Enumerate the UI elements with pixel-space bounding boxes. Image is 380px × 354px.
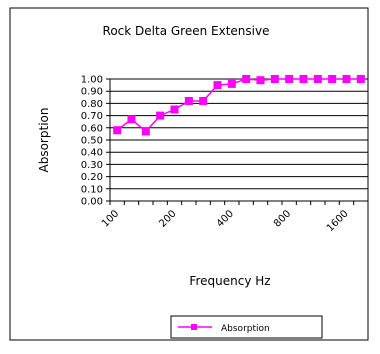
axes <box>109 79 369 205</box>
data-point <box>356 75 365 83</box>
y-tick-label: 0.30 <box>81 160 103 171</box>
data-point <box>213 81 222 90</box>
data-point <box>170 105 179 114</box>
legend: Absorption <box>170 315 323 339</box>
y-tick-label: 1.00 <box>81 75 103 86</box>
y-tick-label: 0.10 <box>81 184 103 195</box>
series-absorption <box>113 75 365 136</box>
outer-border <box>9 7 369 341</box>
data-point <box>141 127 150 136</box>
y-tick-label: 0.90 <box>81 87 103 98</box>
y-tick-label: 0.70 <box>81 111 103 122</box>
y-tick-labels: 0.00 0.100.200.300.400.50 0.600.700.800.90… <box>81 75 103 208</box>
data-point <box>113 126 122 135</box>
legend-marker <box>191 324 197 330</box>
data-point <box>299 75 308 83</box>
data-point <box>127 115 136 124</box>
data-point <box>184 96 193 105</box>
legend-box <box>170 315 323 339</box>
data-point <box>328 75 337 83</box>
data-point <box>270 75 279 83</box>
x-axis-label: Frequency Hz <box>189 274 270 288</box>
y-tick-label: 0.20 <box>81 172 103 183</box>
y-tick-label: 0.80 <box>81 99 103 110</box>
y-axis-label: Absorption <box>37 108 51 173</box>
data-point <box>256 76 265 85</box>
y-tick-label: 0.60 <box>81 123 103 134</box>
chart-title: Rock Delta Green Extensive <box>103 24 270 38</box>
data-point <box>342 75 351 83</box>
data-point <box>285 75 294 83</box>
y-tick-label: 0.40 <box>81 148 103 159</box>
legend-label: Absorption <box>221 324 270 334</box>
data-point <box>199 96 208 105</box>
data-point <box>227 79 236 88</box>
data-point <box>313 75 322 83</box>
data-point <box>156 111 165 120</box>
y-tick-label: 0.00 <box>81 197 103 208</box>
y-tick-label: 0.50 <box>81 136 103 147</box>
data-point <box>242 75 251 83</box>
